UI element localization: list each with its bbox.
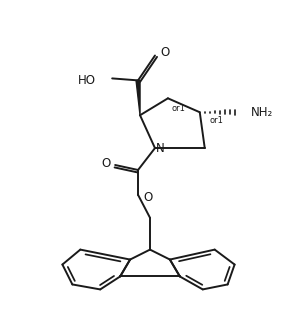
Text: O: O — [143, 191, 153, 204]
Polygon shape — [136, 80, 140, 115]
Text: or1: or1 — [210, 116, 224, 125]
Text: HO: HO — [78, 74, 96, 87]
Text: or1: or1 — [172, 104, 186, 113]
Text: N: N — [156, 142, 164, 154]
Text: NH₂: NH₂ — [251, 106, 273, 119]
Text: O: O — [160, 46, 170, 59]
Text: O: O — [102, 156, 111, 170]
